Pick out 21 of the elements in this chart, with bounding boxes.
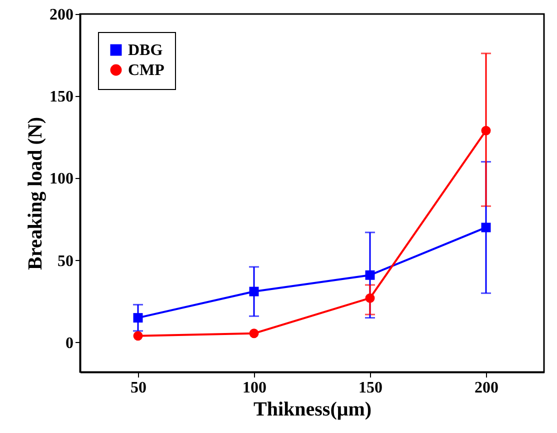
x-tick-label: 150 bbox=[358, 380, 382, 396]
point bbox=[365, 293, 375, 303]
y-tick-label: 0 bbox=[66, 334, 74, 352]
point bbox=[133, 313, 143, 323]
x-tick-label: 200 bbox=[474, 380, 498, 396]
legend-label: CMP bbox=[128, 62, 165, 79]
y-axis-title: Breaking load (N) bbox=[24, 117, 46, 270]
x-tick-label: 50 bbox=[130, 380, 146, 396]
x-axis-title: Thikness(μm) bbox=[253, 398, 372, 420]
legend-label: DBG bbox=[128, 42, 164, 59]
point bbox=[249, 286, 259, 296]
y-tick-label: 50 bbox=[58, 252, 74, 270]
point bbox=[481, 126, 491, 136]
point bbox=[133, 331, 143, 341]
point bbox=[365, 270, 375, 280]
y-tick-label: 100 bbox=[50, 170, 74, 188]
y-tick-label: 200 bbox=[50, 6, 74, 24]
x-tick-label: 100 bbox=[242, 380, 266, 396]
point bbox=[249, 328, 259, 338]
point bbox=[481, 222, 491, 232]
y-tick-label: 150 bbox=[50, 88, 74, 106]
